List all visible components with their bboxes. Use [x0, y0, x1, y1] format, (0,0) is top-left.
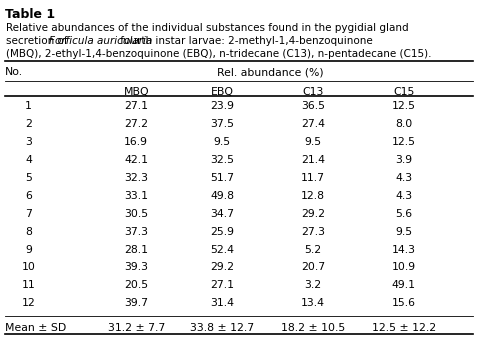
- Text: 12.8: 12.8: [301, 191, 325, 201]
- Text: 9.5: 9.5: [214, 137, 231, 147]
- Text: 5.6: 5.6: [395, 209, 413, 219]
- Text: 6: 6: [25, 191, 32, 201]
- Text: 29.2: 29.2: [210, 262, 234, 272]
- Text: 27.1: 27.1: [124, 101, 148, 111]
- Text: 8: 8: [25, 227, 32, 237]
- Text: 2: 2: [25, 119, 32, 129]
- Text: EBQ: EBQ: [211, 87, 234, 97]
- Text: 49.8: 49.8: [210, 191, 234, 201]
- Text: C15: C15: [393, 87, 414, 97]
- Text: 3.2: 3.2: [304, 280, 322, 290]
- Text: 16.9: 16.9: [124, 137, 148, 147]
- Text: (MBQ), 2-ethyl-1,4-benzoquinone (EBQ), n-tridecane (C13), n-pentadecane (C15).: (MBQ), 2-ethyl-1,4-benzoquinone (EBQ), n…: [6, 49, 431, 59]
- Text: 42.1: 42.1: [124, 155, 148, 165]
- Text: 13.4: 13.4: [301, 298, 325, 308]
- Text: 15.6: 15.6: [392, 298, 416, 308]
- Text: 31.4: 31.4: [210, 298, 234, 308]
- Text: 12.5: 12.5: [392, 101, 416, 111]
- Text: 25.9: 25.9: [210, 227, 234, 237]
- Text: 10.9: 10.9: [392, 262, 416, 272]
- Text: 1: 1: [25, 101, 32, 111]
- Text: 10: 10: [22, 262, 36, 272]
- Text: 33.8 ± 12.7: 33.8 ± 12.7: [190, 323, 254, 333]
- Text: C13: C13: [303, 87, 324, 97]
- Text: 49.1: 49.1: [392, 280, 416, 290]
- Text: 52.4: 52.4: [210, 245, 234, 255]
- Text: 30.5: 30.5: [124, 209, 148, 219]
- Text: 29.2: 29.2: [301, 209, 325, 219]
- Text: 23.9: 23.9: [210, 101, 234, 111]
- Text: 8.0: 8.0: [395, 119, 413, 129]
- Text: 39.3: 39.3: [124, 262, 148, 272]
- Text: 20.7: 20.7: [301, 262, 325, 272]
- Text: 12.5 ± 12.2: 12.5 ± 12.2: [372, 323, 436, 333]
- Text: No.: No.: [5, 67, 23, 77]
- Text: 9.5: 9.5: [395, 227, 413, 237]
- Text: 5: 5: [25, 173, 32, 183]
- Text: 4.3: 4.3: [395, 191, 413, 201]
- Text: 3: 3: [25, 137, 32, 147]
- Text: 33.1: 33.1: [124, 191, 148, 201]
- Text: 36.5: 36.5: [301, 101, 325, 111]
- Text: secretion of: secretion of: [6, 36, 71, 46]
- Text: 7: 7: [25, 209, 32, 219]
- Text: Relative abundances of the individual substances found in the pygidial gland: Relative abundances of the individual su…: [6, 23, 408, 33]
- Text: 37.5: 37.5: [210, 119, 234, 129]
- Text: 20.5: 20.5: [124, 280, 148, 290]
- Text: 3.9: 3.9: [395, 155, 413, 165]
- Text: 21.4: 21.4: [301, 155, 325, 165]
- Text: 51.7: 51.7: [210, 173, 234, 183]
- Text: 32.5: 32.5: [210, 155, 234, 165]
- Text: MBQ: MBQ: [123, 87, 149, 97]
- Text: Mean ± SD: Mean ± SD: [5, 323, 66, 333]
- Text: fourth instar larvae: 2-methyl-1,4-benzoquinone: fourth instar larvae: 2-methyl-1,4-benzo…: [117, 36, 372, 46]
- Text: 18.2 ± 10.5: 18.2 ± 10.5: [281, 323, 345, 333]
- Text: 11.7: 11.7: [301, 173, 325, 183]
- Text: 37.3: 37.3: [124, 227, 148, 237]
- Text: Rel. abundance (%): Rel. abundance (%): [217, 67, 324, 77]
- Text: 14.3: 14.3: [392, 245, 416, 255]
- Text: 28.1: 28.1: [124, 245, 148, 255]
- Text: 27.2: 27.2: [124, 119, 148, 129]
- Text: 27.3: 27.3: [301, 227, 325, 237]
- Text: Table 1: Table 1: [5, 8, 55, 21]
- Text: 9: 9: [25, 245, 32, 255]
- Text: 31.2 ± 7.7: 31.2 ± 7.7: [108, 323, 165, 333]
- Text: 32.3: 32.3: [124, 173, 148, 183]
- Text: 9.5: 9.5: [304, 137, 322, 147]
- Text: 12: 12: [22, 298, 35, 308]
- Text: Forficula auricularia: Forficula auricularia: [49, 36, 152, 46]
- Text: 5.2: 5.2: [304, 245, 322, 255]
- Text: 27.1: 27.1: [210, 280, 234, 290]
- Text: 34.7: 34.7: [210, 209, 234, 219]
- Text: 11: 11: [22, 280, 35, 290]
- Text: 4: 4: [25, 155, 32, 165]
- Text: 27.4: 27.4: [301, 119, 325, 129]
- Text: 12.5: 12.5: [392, 137, 416, 147]
- Text: 39.7: 39.7: [124, 298, 148, 308]
- Text: 4.3: 4.3: [395, 173, 413, 183]
